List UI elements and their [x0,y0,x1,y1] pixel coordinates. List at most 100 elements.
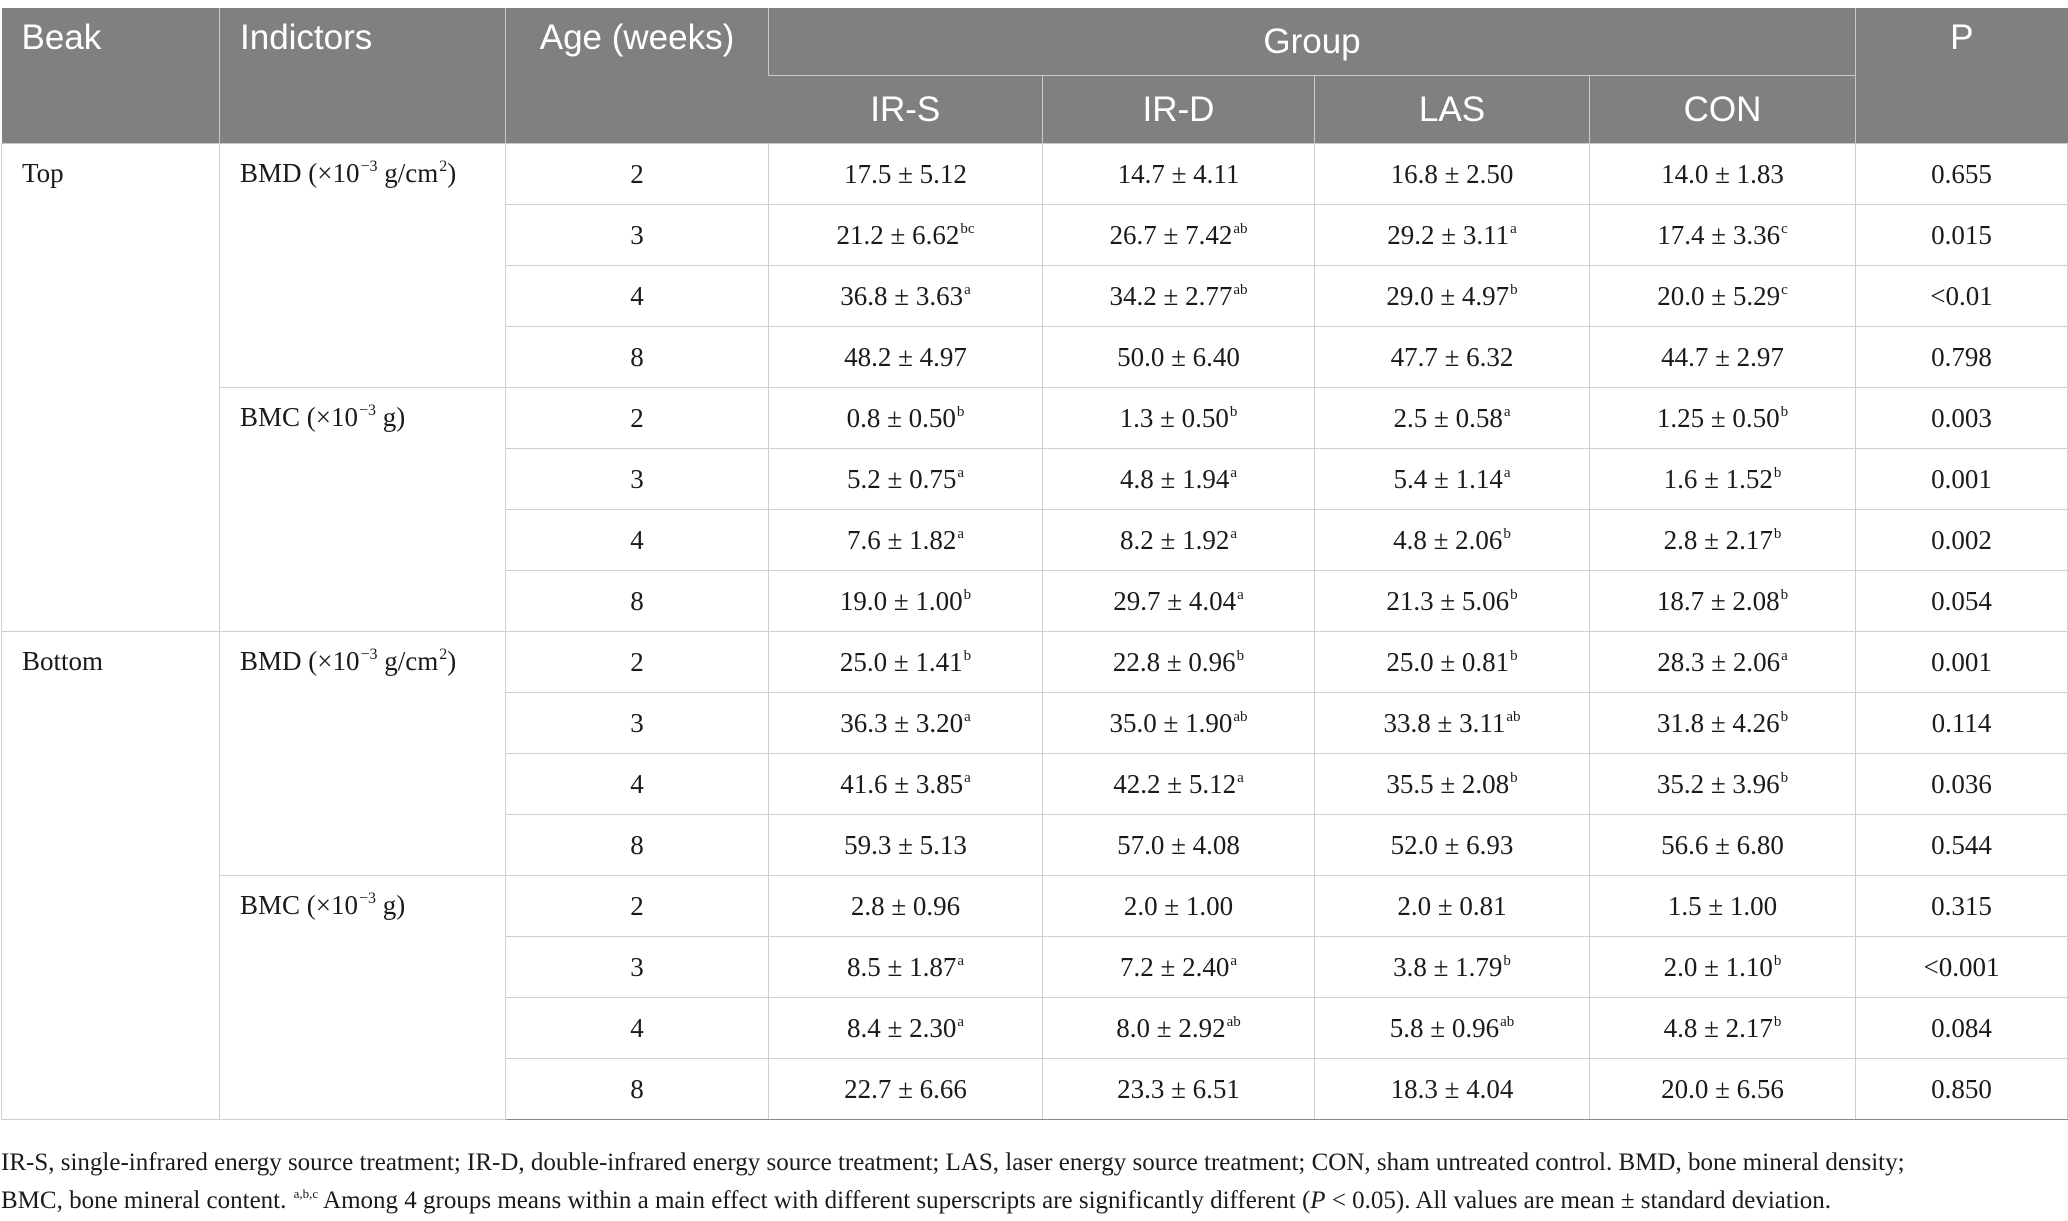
cell-value: 48.2 ± 4.97 [768,326,1043,388]
footnote-line-1: IR-S, single-infrared energy source trea… [1,1149,1905,1176]
cell-value: 35.5 ± 2.08b [1314,753,1590,815]
cell-value: 2.5 ± 0.58a [1314,387,1590,449]
cell-value: 2.8 ± 2.17b [1588,509,1857,571]
table-row: BMC (×10−3 g) 2 2.8 ± 0.96 2.0 ± 1.00 2.0 ± … [2,875,2068,1120]
value-superscript: a [957,464,964,481]
cell-value: 3.8 ± 1.79b [1314,936,1590,998]
value-text: 5.8 ± 0.96 [1389,1012,1500,1043]
table-body: Top BMD (×10−3 g/cm2) 2 17.5 ± 5.12 14.7 ± 4… [1,143,2068,1120]
cell-age: 4 [505,509,769,571]
cell-age: 2 [505,387,769,449]
cell-value: 0.8 ± 0.50b [768,387,1043,449]
cell-value: 29.2 ± 3.11a [1314,204,1590,266]
cell-p-value: 0.544 [1855,814,2068,876]
indicator-unit-exponent: 2 [439,646,448,663]
value-text: 19.0 ± 1.00 [839,585,963,616]
value-text: 41.6 ± 3.85 [840,768,964,799]
cell-age: 4 [505,265,769,327]
cell-value: 41.6 ± 3.85a [768,753,1043,815]
value-text: 17.5 ± 5.12 [844,158,967,189]
cell-p-value: 0.315 [1855,875,2068,937]
cell-value: 5.8 ± 0.96ab [1314,997,1590,1059]
value-text: 8.2 ± 1.92 [1120,524,1230,555]
cell-value: 8.2 ± 1.92a [1042,509,1315,571]
value-superscript: a [1230,952,1237,969]
indicator-unit: g/cm [377,646,439,676]
cell-p-value: 0.002 [1855,509,2068,571]
cell-value: 2.0 ± 0.81 [1314,875,1590,937]
cell-age: 3 [505,204,769,266]
table-footnote: IR-S, single-infrared energy source trea… [1,1144,2061,1220]
cell-value: 21.3 ± 5.06b [1314,570,1590,632]
cell-value: 5.4 ± 1.14a [1314,448,1590,510]
cell-indicator: BMD (×10−3 g/cm2) [219,631,506,876]
cell-p-value: <0.001 [1855,936,2068,998]
table-row: 4 8.4 ± 2.30a 8.0 ± 2.92ab 5.8 ± 0.96ab 4.8 … [2,997,2068,1059]
cell-value: 33.8 ± 3.11ab [1314,692,1590,754]
value-text: 25.0 ± 1.41 [839,646,963,677]
cell-value: 59.3 ± 5.13 [768,814,1043,876]
value-text: 59.3 ± 5.13 [844,829,967,860]
header-p: P [1855,8,2068,144]
cell-value: 1.3 ± 0.50b [1042,387,1315,449]
cell-value: 44.7 ± 2.97 [1588,326,1857,388]
indicator-exponent: −3 [359,402,377,419]
value-superscript: b [1510,647,1518,664]
value-superscript: b [1780,769,1789,786]
indicator-unit: g) [376,402,406,432]
table-row: 4 7.6 ± 1.82a 8.2 ± 1.92a 4.8 ± 2.06b 2.8 ± … [2,509,2068,571]
value-superscript: a [964,708,971,725]
cell-p-value: 0.001 [1855,631,2068,693]
cell-value: 16.8 ± 2.50 [1314,143,1590,205]
cell-p-value: 0.001 [1855,448,2068,510]
cell-value: 18.7 ± 2.08b [1588,570,1857,632]
cell-value: 35.2 ± 3.96b [1588,753,1857,815]
value-text: 28.3 ± 2.06 [1657,646,1781,677]
value-text: 1.3 ± 0.50 [1119,402,1229,433]
header-group-ird: IR-D [1042,75,1315,144]
value-superscript: a [964,281,971,298]
cell-value: 20.0 ± 5.29c [1588,265,1857,327]
cell-value: 17.5 ± 5.12 [768,143,1043,205]
value-text: 33.8 ± 3.11 [1383,707,1506,738]
value-superscript: b [1773,952,1782,969]
header-group-con: CON [1588,75,1856,144]
indicator-unit-tail: ) [447,646,457,676]
value-text: 36.8 ± 3.63 [840,280,964,311]
value-text: 20.0 ± 6.56 [1661,1073,1784,1104]
value-text: 1.5 ± 1.00 [1667,890,1778,921]
footnote-text-a: BMC, bone mineral content. [1,1187,293,1214]
cell-age: 3 [505,936,769,998]
cell-value: 22.7 ± 6.66 [768,1058,1043,1120]
cell-value: 8.0 ± 2.92ab [1042,997,1315,1059]
cell-age: 8 [505,1058,769,1120]
cell-value: 14.7 ± 4.11 [1042,143,1315,205]
cell-value: 19.0 ± 1.00b [768,570,1043,632]
value-text: 4.8 ± 2.17 [1663,1012,1773,1043]
indicator-name: BMD (×10 [240,646,360,676]
header-group: Group [767,8,1856,76]
value-superscript: a [1237,769,1244,786]
value-text: 35.2 ± 3.96 [1656,768,1780,799]
value-text: 18.3 ± 4.04 [1390,1073,1514,1104]
value-superscript: ab [1233,220,1248,237]
indicator-name: BMC (×10 [240,402,358,432]
value-text: 21.3 ± 5.06 [1386,585,1510,616]
cell-value: 36.8 ± 3.63a [768,265,1043,327]
cell-value: 7.6 ± 1.82a [768,509,1043,571]
cell-value: 7.2 ± 2.40a [1042,936,1315,998]
value-superscript: b [1780,403,1789,420]
indicator-name: BMD (×10 [240,158,360,188]
value-text: 25.0 ± 0.81 [1386,646,1510,677]
value-text: 42.2 ± 5.12 [1113,768,1237,799]
cell-value: 31.8 ± 4.26b [1588,692,1857,754]
value-text: 2.5 ± 0.58 [1393,402,1503,433]
value-text: 4.8 ± 2.06 [1393,524,1503,555]
cell-value: 2.8 ± 0.96 [768,875,1043,937]
cell-p-value: <0.01 [1855,265,2068,327]
value-text: 2.0 ± 0.81 [1397,890,1507,921]
value-text: 35.5 ± 2.08 [1386,768,1510,799]
cell-value: 4.8 ± 2.06b [1314,509,1590,571]
table-row: 3 21.2 ± 6.62bc 26.7 ± 7.42ab 29.2 ± 3.11a 1… [2,204,2068,266]
value-text: 22.8 ± 0.96 [1112,646,1236,677]
